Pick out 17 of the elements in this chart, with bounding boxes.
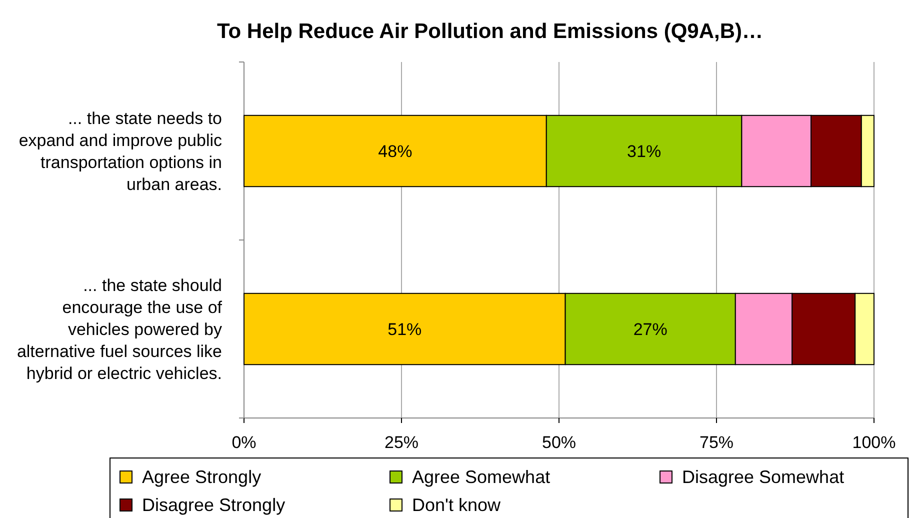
data-label: 51% [388, 320, 422, 339]
x-tick-label: 0% [232, 433, 256, 452]
legend-label: Disagree Somewhat [682, 467, 844, 487]
x-tick-label: 75% [699, 433, 734, 452]
chart-title: To Help Reduce Air Pollution and Emissions (Q9A,B)… [216, 20, 764, 43]
legend-label: Disagree Strongly [142, 495, 286, 515]
y-tick-label: ... the state should encourage the use of vehicles powered by alternative fuel sources like hybrid or electric vehicles. [16, 276, 222, 383]
data-label: 31% [627, 142, 662, 161]
data-label: 27% [633, 320, 668, 339]
y-tick-label: ... the state needs to expand and improve public transportation options in urban areas. [18, 109, 222, 194]
legend-label: Agree Strongly [142, 467, 262, 487]
x-tick-label: 25% [384, 433, 419, 452]
legend-label: Don't know [412, 495, 502, 515]
x-tick-label: 50% [542, 433, 576, 452]
data-label: 48% [378, 142, 412, 161]
legend-label: Agree Somewhat [412, 467, 550, 487]
x-tick-label: 100% [852, 433, 896, 452]
